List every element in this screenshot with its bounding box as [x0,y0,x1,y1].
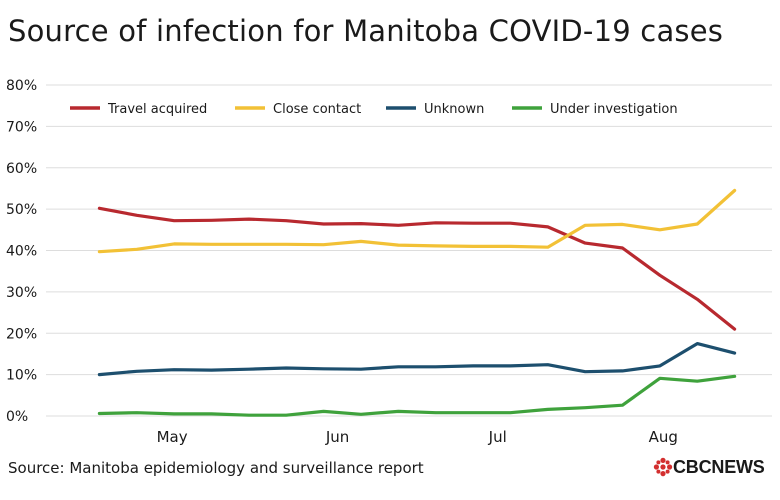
series-line-investigation [97,374,737,417]
x-axis-tick-labels: May Jun Jul Aug [157,428,678,446]
cbc-news-logo: CBCNEWS [653,456,765,478]
x-tick-label: May [157,428,188,446]
logo-news-text: NEWS [711,456,765,477]
series-line-close [97,188,737,254]
gridlines [46,84,772,417]
y-tick-label: 60% [6,161,37,177]
y-tick-label: 50% [6,202,37,218]
legend-label: Under investigation [550,102,678,117]
logo-cbc-text: CBC [673,456,712,477]
y-tick-label: 30% [6,285,37,301]
x-tick-label: Jul [488,428,507,446]
y-tick-label: 70% [6,119,37,135]
legend: Travel acquired Close contact Unknown Under… [70,102,678,117]
cbc-gem-icon [653,457,673,477]
y-tick-label: 20% [6,326,37,342]
y-tick-label: 10% [6,368,37,384]
y-tick-label: 80% [6,78,37,94]
series-lines [97,188,737,417]
y-axis-tick-labels: 0% 10% 20% 30% 40% 50% 60% 70% 80% [6,78,37,425]
source-note: Source: Manitoba epidemiology and survei… [8,459,424,477]
legend-label: Close contact [273,102,361,117]
y-tick-label: 40% [6,244,37,260]
chart-title: Source of infection for Manitoba COVID-1… [8,14,724,48]
y-tick-label: 0% [6,409,28,425]
legend-label: Travel acquired [107,102,207,117]
series-line-travel [97,206,737,331]
legend-label: Unknown [424,102,484,117]
logo-wordmark: CBCNEWS [673,457,765,478]
x-tick-label: Jun [325,428,349,446]
series-line-unknown [97,342,737,377]
x-tick-label: Aug [649,428,678,446]
